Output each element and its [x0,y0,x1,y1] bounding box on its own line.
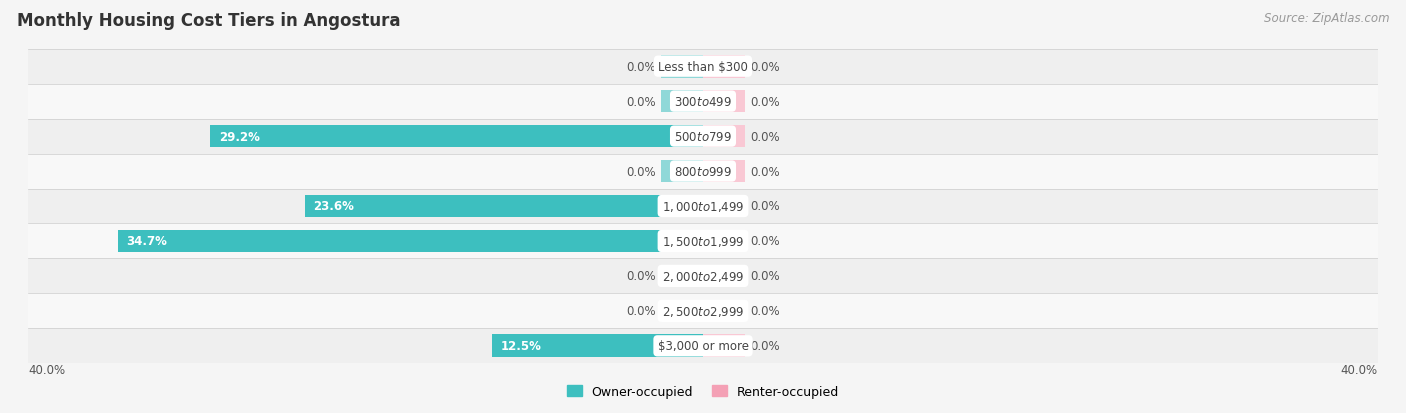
Text: $1,500 to $1,999: $1,500 to $1,999 [662,235,744,248]
Bar [28,294,1378,329]
Text: 0.0%: 0.0% [626,270,655,283]
Text: $300 to $499: $300 to $499 [673,95,733,108]
Legend: Owner-occupied, Renter-occupied: Owner-occupied, Renter-occupied [567,385,839,398]
Bar [211,126,703,148]
Bar [28,224,1378,259]
Bar [661,56,703,78]
Bar [703,230,745,253]
Bar [661,160,703,183]
Text: Source: ZipAtlas.com: Source: ZipAtlas.com [1264,12,1389,25]
Bar [28,119,1378,154]
Text: 12.5%: 12.5% [501,339,541,352]
Text: 0.0%: 0.0% [751,270,780,283]
Text: $1,000 to $1,499: $1,000 to $1,499 [662,199,744,214]
Bar [28,329,1378,363]
Bar [661,265,703,287]
Bar [118,230,703,253]
Bar [703,90,745,113]
Text: 40.0%: 40.0% [28,363,65,376]
Text: 0.0%: 0.0% [751,95,780,108]
Text: 0.0%: 0.0% [751,305,780,318]
Text: 0.0%: 0.0% [751,339,780,352]
Bar [703,160,745,183]
Text: 0.0%: 0.0% [751,200,780,213]
Text: 0.0%: 0.0% [751,61,780,74]
Bar [703,126,745,148]
Text: 29.2%: 29.2% [219,130,260,143]
Text: $500 to $799: $500 to $799 [673,130,733,143]
Bar [703,335,745,357]
Bar [703,265,745,287]
Text: 0.0%: 0.0% [626,165,655,178]
Bar [28,154,1378,189]
Text: 34.7%: 34.7% [127,235,167,248]
Bar [28,189,1378,224]
Bar [703,195,745,218]
Bar [661,300,703,323]
Text: 0.0%: 0.0% [626,305,655,318]
Text: 0.0%: 0.0% [626,61,655,74]
Text: 0.0%: 0.0% [751,235,780,248]
Bar [703,300,745,323]
Text: 0.0%: 0.0% [626,95,655,108]
Bar [28,84,1378,119]
Bar [305,195,703,218]
Text: 0.0%: 0.0% [751,165,780,178]
Bar [703,56,745,78]
Text: $3,000 or more: $3,000 or more [658,339,748,352]
Bar [28,50,1378,84]
Text: $2,000 to $2,499: $2,000 to $2,499 [662,269,744,283]
Bar [492,335,703,357]
Text: $2,500 to $2,999: $2,500 to $2,999 [662,304,744,318]
Text: 23.6%: 23.6% [314,200,354,213]
Bar [28,259,1378,294]
Text: $800 to $999: $800 to $999 [673,165,733,178]
Text: 0.0%: 0.0% [751,130,780,143]
Text: Less than $300: Less than $300 [658,61,748,74]
Text: 40.0%: 40.0% [1341,363,1378,376]
Bar [661,90,703,113]
Text: Monthly Housing Cost Tiers in Angostura: Monthly Housing Cost Tiers in Angostura [17,12,401,30]
